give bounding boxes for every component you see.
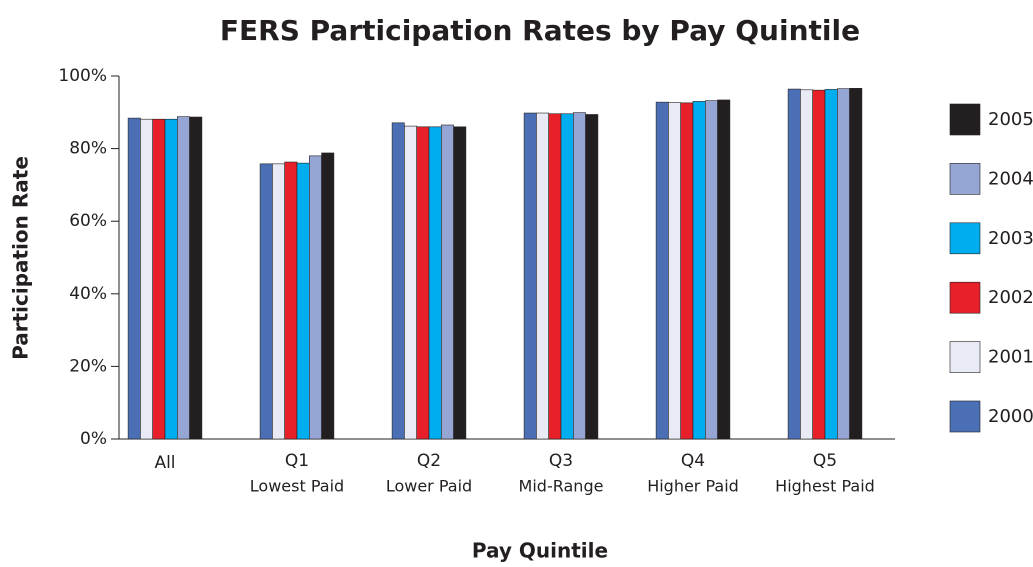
- bar: [787, 88, 801, 440]
- x-tick-label: All: [154, 453, 175, 473]
- x-axis-label: Pay Quintile: [472, 539, 608, 563]
- y-tick-label: 40%: [69, 284, 107, 304]
- x-tick-sublabel: Lower Paid: [386, 477, 472, 496]
- bar: [453, 126, 467, 440]
- legend-label: 2001: [988, 347, 1033, 368]
- x-tick-sublabel: Highest Paid: [775, 477, 875, 496]
- legend-swatch: [949, 281, 981, 314]
- bar: [321, 152, 335, 440]
- bar: [655, 101, 669, 440]
- bar: [189, 116, 203, 440]
- bar: [272, 163, 285, 440]
- bar: [704, 100, 718, 440]
- legend-label: 2003: [988, 228, 1033, 249]
- bar: [284, 161, 298, 440]
- legend-label: 2005: [988, 109, 1033, 130]
- y-tick-label: 0%: [80, 429, 107, 449]
- bar: [812, 89, 826, 440]
- y-tick-label: 100%: [58, 66, 107, 86]
- legend-swatch: [949, 341, 981, 373]
- bar: [680, 102, 694, 440]
- bar: [428, 126, 442, 440]
- y-axis-label: Participation Rate: [9, 156, 33, 360]
- bar: [308, 155, 322, 440]
- x-tick-label: Q3: [549, 451, 573, 471]
- bar: [152, 118, 166, 440]
- bar: [836, 88, 850, 440]
- legend-swatch: [949, 103, 981, 136]
- x-tick-label: Q1: [285, 451, 309, 471]
- bar: [296, 162, 310, 440]
- chart-title: FERS Participation Rates by Pay Quintile: [220, 14, 860, 47]
- legend-label: 2002: [988, 287, 1033, 308]
- bar: [164, 118, 178, 440]
- x-tick-sublabel: Higher Paid: [647, 477, 739, 496]
- legend-label: 2004: [988, 168, 1033, 189]
- bar: [849, 88, 863, 440]
- bar: [177, 116, 190, 440]
- bar: [800, 89, 814, 440]
- x-tick-label: Q2: [417, 451, 441, 471]
- bar: [404, 125, 417, 440]
- bar: [523, 112, 537, 440]
- bar: [824, 89, 838, 440]
- legend-swatch: [949, 163, 981, 195]
- y-tick-label: 80%: [69, 139, 107, 159]
- bar: [127, 117, 141, 440]
- x-tick-sublabel: Lowest Paid: [250, 477, 344, 496]
- legend-swatch: [949, 400, 981, 433]
- y-tick-label: 60%: [69, 211, 107, 231]
- x-tick-sublabel: Mid-Range: [519, 477, 604, 496]
- bar: [259, 163, 273, 440]
- bar: [572, 112, 586, 440]
- bar: [717, 99, 731, 440]
- bar: [140, 118, 153, 440]
- bar: [560, 113, 574, 440]
- x-tick-label: Q4: [681, 451, 705, 471]
- y-tick-label: 20%: [69, 356, 107, 376]
- bar: [548, 113, 562, 440]
- bar: [440, 124, 454, 440]
- bar: [416, 126, 430, 440]
- legend-label: 2000: [988, 406, 1033, 427]
- legend-swatch: [949, 222, 981, 255]
- bar: [668, 102, 682, 440]
- bar: [585, 114, 599, 440]
- bar: [536, 112, 550, 440]
- bar: [692, 101, 706, 440]
- bar: [391, 122, 405, 440]
- x-tick-label: Q5: [813, 451, 837, 471]
